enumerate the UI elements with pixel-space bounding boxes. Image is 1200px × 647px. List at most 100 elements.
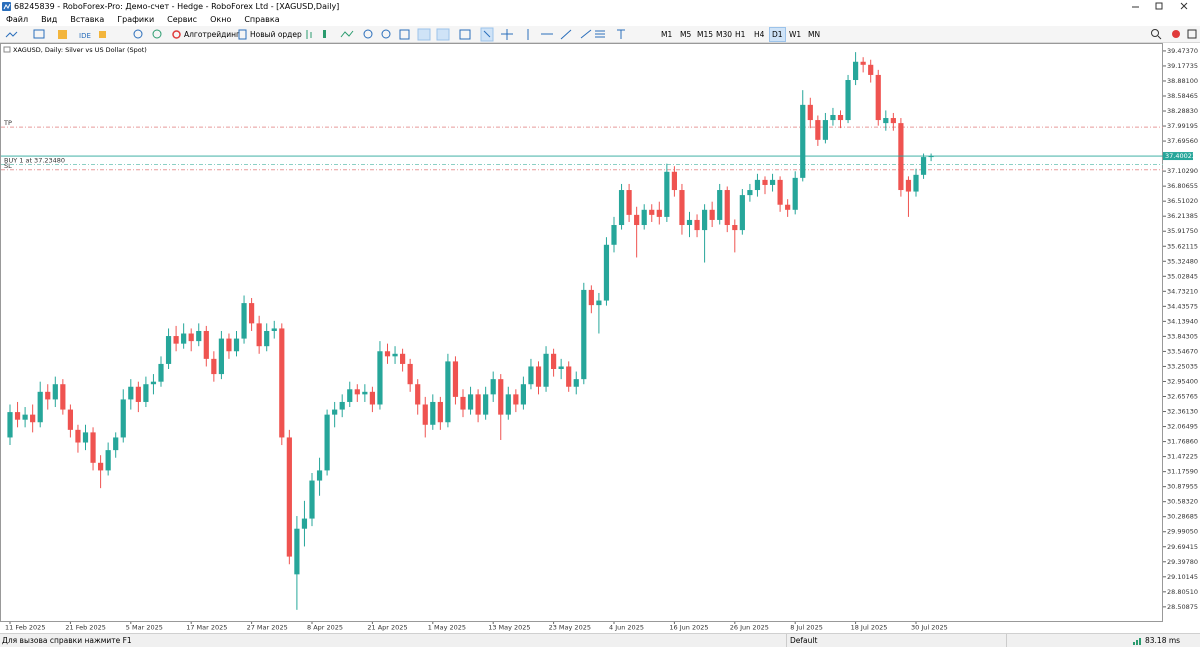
menu-item[interactable]: Вставка: [70, 15, 105, 24]
y-tick-label: 29.39780: [1167, 558, 1198, 566]
candle-body: [769, 179, 776, 185]
timeframe-button[interactable]: M30: [716, 30, 733, 39]
candle-body: [279, 328, 285, 438]
candle-body: [702, 209, 708, 231]
menu-item[interactable]: Окно: [210, 15, 232, 24]
candle-body: [165, 336, 172, 364]
candle-body: [181, 333, 187, 344]
y-tick-label: 38.88100: [1167, 77, 1198, 85]
candle-body: [362, 391, 368, 395]
toolbar-icons[interactable]: IDE: [2, 26, 172, 43]
candle-body: [868, 64, 874, 75]
price-axis: [1163, 43, 1200, 633]
y-tick-label: 31.17590: [1167, 468, 1198, 476]
candle-body: [837, 114, 844, 121]
algo-trading-button[interactable]: Алготрейдинг: [184, 30, 240, 39]
candle-body: [377, 351, 383, 405]
timeframe-button[interactable]: M15: [697, 30, 714, 39]
timeframe-button[interactable]: MN: [808, 30, 821, 39]
trade-level-label: BUY 1 at 37.23480: [4, 156, 65, 164]
y-tick-label: 30.87955: [1167, 483, 1198, 491]
candle-body: [437, 401, 443, 423]
menu-item[interactable]: Вид: [41, 15, 58, 24]
candle-body: [150, 381, 157, 385]
y-tick-label: 35.32480: [1167, 257, 1198, 265]
y-tick-label: 36.80655: [1167, 182, 1198, 190]
x-tick-label: 18 Jul 2025: [851, 624, 888, 632]
candle-body: [271, 328, 277, 331]
candle-body: [618, 190, 625, 226]
candle-body: [316, 470, 323, 481]
candle-body: [203, 330, 209, 359]
toolbar-right[interactable]: [1118, 26, 1198, 43]
candle-body: [490, 379, 496, 395]
candle-body: [649, 209, 655, 215]
last-price-tag: [1163, 152, 1193, 161]
chart-tools[interactable]: [303, 26, 643, 43]
candle-body: [354, 389, 360, 395]
window-controls[interactable]: [1126, 0, 1196, 13]
y-tick-label: 29.10145: [1167, 573, 1198, 581]
y-tick-label: 37.10290: [1167, 167, 1198, 175]
timeframe-button[interactable]: D1: [769, 27, 786, 42]
candle-body: [686, 219, 693, 226]
y-tick-label: 34.73210: [1167, 287, 1198, 295]
candle-body: [400, 353, 406, 364]
candle-body: [626, 190, 632, 215]
timeframe-button[interactable]: H1: [735, 30, 746, 39]
x-tick-label: 23 May 2025: [549, 624, 591, 632]
candle-body: [14, 412, 21, 420]
y-tick-label: 37.69560: [1167, 137, 1198, 145]
candle-body: [792, 177, 798, 210]
y-tick-label: 28.80510: [1167, 588, 1198, 596]
new-order-button[interactable]: Новый ордер: [250, 30, 302, 39]
title-bar: 68245839 - RoboForex-Pro: Демо-счет - He…: [0, 0, 1200, 13]
y-tick-label: 32.95400: [1167, 377, 1198, 385]
candle-body: [460, 396, 466, 410]
candle-body: [905, 179, 912, 192]
x-tick-label: 1 May 2025: [428, 624, 466, 632]
timeframe-button[interactable]: W1: [789, 30, 802, 39]
candle-body: [233, 338, 240, 352]
y-tick-label: 35.91750: [1167, 227, 1198, 235]
timeframe-button[interactable]: M5: [680, 30, 692, 39]
chart-icon: [3, 46, 11, 53]
candle-body: [37, 391, 43, 423]
candle-body: [286, 437, 292, 557]
y-tick-label: 30.28685: [1167, 513, 1198, 521]
candle-body: [732, 225, 738, 231]
x-tick-label: 30 Jul 2025: [911, 624, 948, 632]
menu-item[interactable]: Файл: [6, 15, 29, 24]
y-tick-label: 29.99050: [1167, 528, 1198, 536]
candle-body: [520, 384, 526, 405]
menu-item[interactable]: Графики: [117, 15, 155, 24]
trade-level-label: TP: [3, 119, 12, 127]
timeframe-button[interactable]: H4: [754, 30, 765, 39]
candle-body: [807, 104, 813, 121]
last-price-label: 37.40023: [1165, 152, 1196, 160]
candle-body: [128, 386, 134, 400]
candle-body: [588, 289, 594, 306]
candle-body: [717, 190, 723, 220]
candle-body: [528, 366, 534, 385]
candle-body: [513, 394, 519, 405]
candle-body: [830, 114, 836, 121]
menu-item[interactable]: Сервис: [167, 15, 198, 24]
candle-body: [558, 366, 564, 370]
candle-body: [256, 323, 262, 347]
signal-icon: [1133, 638, 1141, 645]
timeframe-button[interactable]: M1: [661, 30, 673, 39]
candle-body: [551, 353, 557, 370]
candle-body: [445, 361, 451, 423]
y-tick-label: 33.84305: [1167, 332, 1198, 340]
candle-body: [309, 480, 315, 519]
x-tick-label: 4 Jun 2025: [609, 624, 644, 632]
x-tick-label: 13 May 2025: [488, 624, 530, 632]
y-tick-label: 33.54670: [1167, 347, 1198, 355]
candle-body: [664, 171, 670, 217]
menu-item[interactable]: Справка: [244, 15, 280, 24]
candle-body: [301, 518, 308, 529]
candle-body: [188, 333, 194, 342]
y-tick-label: 35.62115: [1167, 242, 1198, 250]
y-tick-label: 32.06495: [1167, 423, 1198, 431]
